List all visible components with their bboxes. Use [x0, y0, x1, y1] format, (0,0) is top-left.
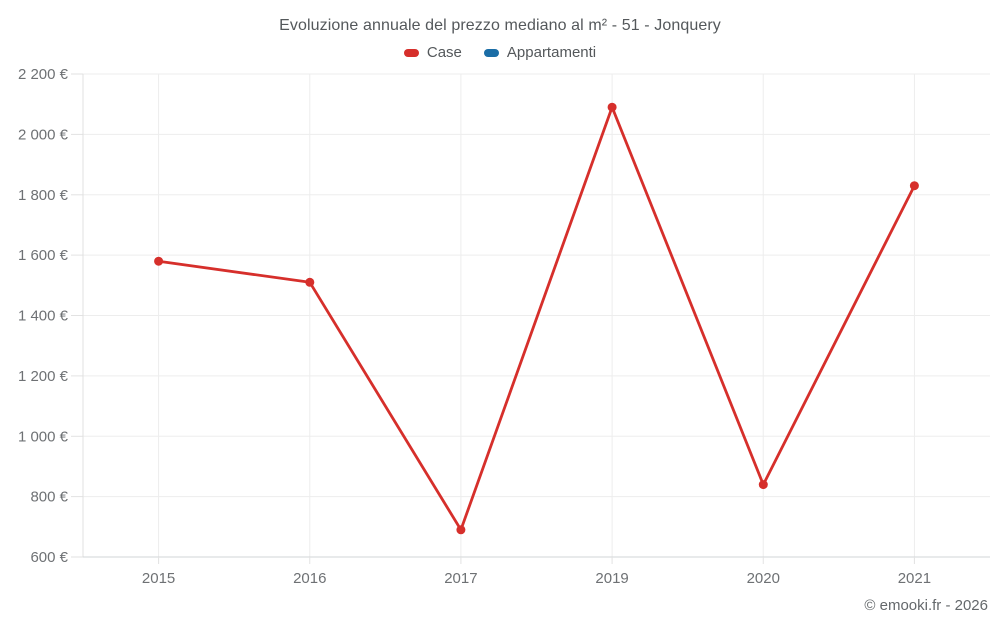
- chart-header: Evoluzione annuale del prezzo mediano al…: [0, 0, 1000, 61]
- y-tick-label: 600 €: [30, 549, 68, 566]
- y-tick-label: 1 800 €: [18, 187, 69, 204]
- y-tick-label: 800 €: [30, 489, 68, 506]
- y-tick-label: 1 600 €: [18, 247, 69, 264]
- y-tick-label: 1 400 €: [18, 308, 69, 325]
- legend-swatch-case-icon: [403, 48, 419, 57]
- x-tick-label: 2019: [595, 570, 628, 587]
- data-point-2016[interactable]: [305, 277, 315, 287]
- case-series-line: [157, 105, 916, 532]
- data-point-2017[interactable]: [456, 525, 466, 535]
- legend-swatch-appartamenti-icon: [483, 48, 499, 57]
- y-tick-label: 1 000 €: [18, 428, 69, 445]
- copyright-credit: © emooki.fr - 2026: [864, 597, 988, 614]
- data-point-2015[interactable]: [154, 256, 164, 266]
- data-point-2021[interactable]: [909, 181, 919, 191]
- x-tick-label: 2020: [747, 570, 780, 587]
- legend-item-appartamenti[interactable]: Appartamenti: [483, 44, 597, 61]
- legend-label-appartamenti: Appartamenti: [506, 44, 597, 61]
- chart-legend: Case Appartamenti: [0, 44, 1000, 61]
- y-tick-label: 2 000 €: [18, 126, 69, 143]
- chart-title: Evoluzione annuale del prezzo mediano al…: [279, 17, 721, 34]
- x-tick-label: 2021: [898, 570, 931, 587]
- y-tick-label: 2 200 €: [18, 66, 69, 83]
- legend-item-case[interactable]: Case: [403, 44, 462, 61]
- legend-label-case: Case: [426, 44, 462, 61]
- data-point-2019[interactable]: [607, 102, 617, 112]
- data-point-2020[interactable]: [758, 480, 768, 490]
- y-tick-label: 1 200 €: [18, 368, 69, 385]
- x-tick-label: 2017: [444, 570, 477, 587]
- x-tick-label: 2016: [293, 570, 326, 587]
- x-tick-label: 2015: [142, 570, 175, 587]
